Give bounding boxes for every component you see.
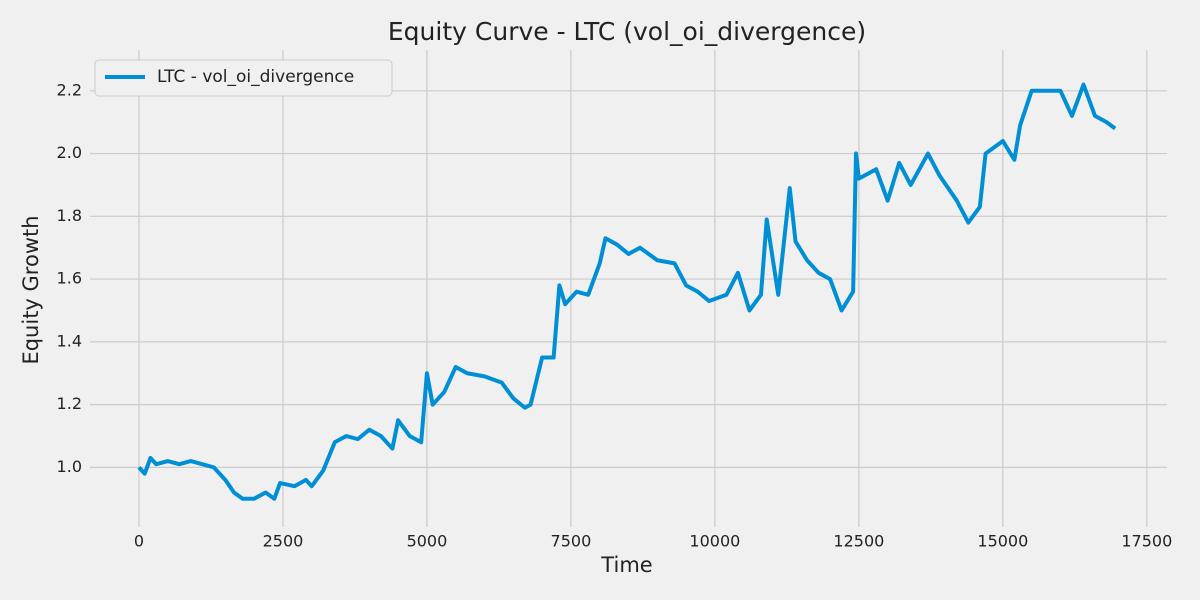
legend-box — [94, 59, 393, 97]
chart-title: Equity Curve - LTC (vol_oi_divergence) — [388, 17, 866, 46]
y-tick-label: 1.6 — [57, 269, 82, 288]
legend-label: LTC - vol_oi_divergence — [157, 67, 354, 87]
x-axis-label: Time — [600, 553, 652, 577]
y-tick-label: 2.2 — [57, 80, 82, 99]
line — [137, 82, 1117, 501]
x-tick-label: 2500 — [263, 532, 304, 551]
x-tick-label: 15000 — [977, 532, 1028, 551]
x-tick-label: 5000 — [407, 532, 448, 551]
y-tick-label: 2.0 — [57, 143, 82, 162]
y-axis-label: Equity Growth — [19, 215, 43, 364]
y-tick-label: 1.2 — [57, 394, 82, 413]
x-tick-label: 0 — [134, 532, 144, 551]
x-tick-label: 17500 — [1121, 532, 1172, 551]
x-tick-label: 7500 — [551, 532, 592, 551]
y-tick-label: 1.0 — [57, 457, 82, 476]
x-tick-label: 10000 — [689, 532, 740, 551]
y-tick-label: 1.4 — [57, 331, 82, 350]
y-tick-label: 1.8 — [57, 206, 82, 225]
x-tick-label: 12500 — [833, 532, 884, 551]
